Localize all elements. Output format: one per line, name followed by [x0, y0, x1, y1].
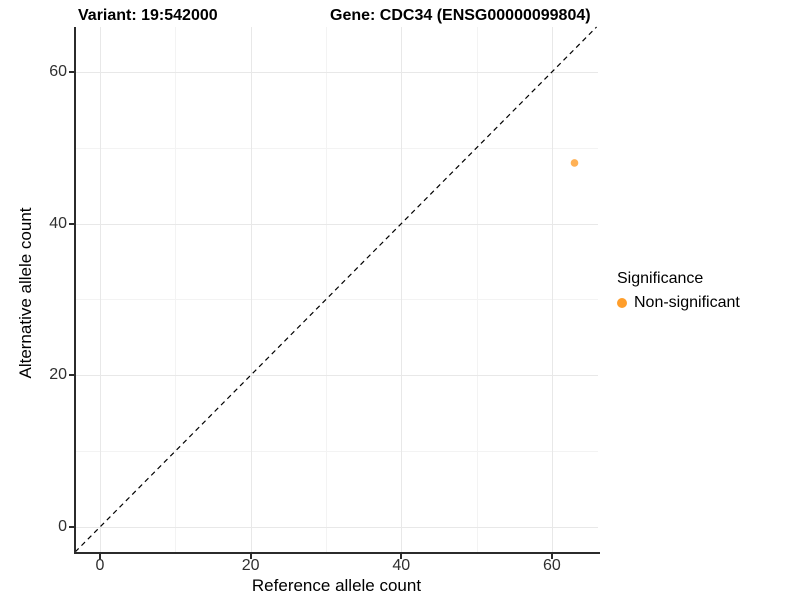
x-tick-label: 20 — [241, 557, 260, 574]
plot-title-variant: Variant: 19:542000 — [78, 7, 218, 24]
y-axis-line — [74, 27, 76, 554]
legend-title: Significance — [617, 270, 704, 287]
y-axis-tick — [69, 222, 74, 225]
y-tick-label: 60 — [49, 62, 67, 80]
x-axis-tick — [550, 554, 553, 559]
x-tick-label: 40 — [392, 557, 411, 574]
legend-point-swatch-icon — [617, 298, 627, 308]
y-axis-tick — [69, 525, 74, 528]
y-axis-tick — [69, 374, 74, 377]
y-tick-label: 20 — [49, 366, 67, 384]
x-axis-label: Reference allele count — [251, 576, 422, 595]
legend-entry-non-significant: Non-significant — [617, 294, 740, 312]
legend: Significance Non-significant — [617, 270, 740, 312]
x-axis-tick — [99, 554, 101, 559]
legend-entry-label: Non-significant — [634, 294, 740, 311]
y-tick-label: 0 — [58, 517, 67, 535]
y-tick-label: 40 — [49, 214, 67, 232]
x-axis-tick — [249, 554, 252, 559]
x-axis-tick — [400, 554, 403, 559]
x-tick-label: 0 — [95, 557, 105, 574]
x-tick-label: 60 — [542, 557, 561, 574]
x-axis-line — [74, 552, 600, 554]
plot-title-gene: Gene: CDC34 (ENSG00000099804) — [330, 7, 591, 24]
y-axis-tick — [69, 70, 74, 73]
y-axis-label: Alternative allele count — [16, 207, 35, 379]
